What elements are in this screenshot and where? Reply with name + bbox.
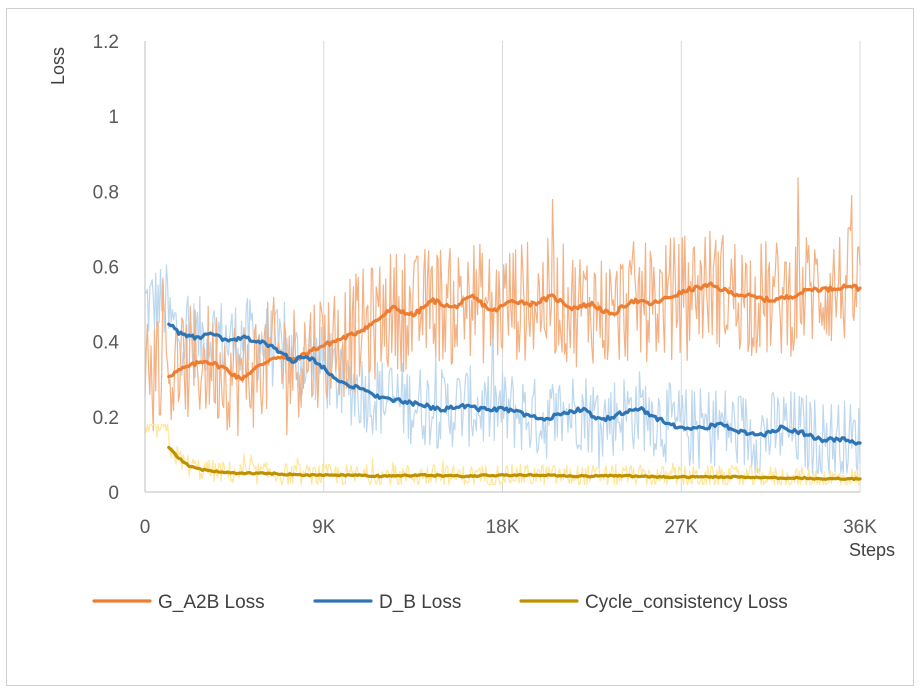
legend-label-1: G_A2B Loss: [158, 592, 265, 613]
x-tick-label: 9K: [312, 517, 336, 538]
y-tick-label: 0.4: [93, 333, 120, 354]
y-tick-label: 1.2: [93, 32, 119, 53]
legend: G_A2B Loss D_B Loss Cycle_consistency Loss: [92, 592, 788, 613]
x-tick-label: 36K: [843, 517, 877, 538]
raw-series-layer: [144, 177, 861, 486]
chart-frame: [6, 8, 914, 686]
gridlines: [323, 41, 861, 492]
series-line-3: [167, 445, 862, 482]
x-tick-label: 27K: [664, 517, 698, 538]
y-tick-label: 0: [108, 483, 119, 504]
y-tick-label: 0.6: [93, 258, 119, 279]
y-axis-title: Loss: [48, 47, 68, 85]
legend-label-3: Cycle_consistency Loss: [585, 592, 788, 613]
legend-label-2: D_B Loss: [379, 592, 461, 613]
smoothed-series-layer: [167, 281, 862, 482]
axes: 0 0.2 0.4 0.6 0.8 1 1.2 0 9K 18K 27K 36K Loss Steps: [48, 32, 895, 560]
x-tick-label: 18K: [486, 517, 520, 538]
y-tick-label: 0.8: [93, 182, 119, 203]
y-tick-label: 0.2: [93, 408, 119, 429]
series-line-1: [167, 281, 862, 382]
raw-trace-1: [144, 177, 861, 437]
x-axis-title: Steps: [849, 540, 895, 560]
raw-trace-3: [144, 423, 860, 486]
x-tick-label: 0: [140, 517, 151, 538]
y-tick-label: 1: [108, 107, 119, 128]
series-line-2: [167, 322, 862, 446]
